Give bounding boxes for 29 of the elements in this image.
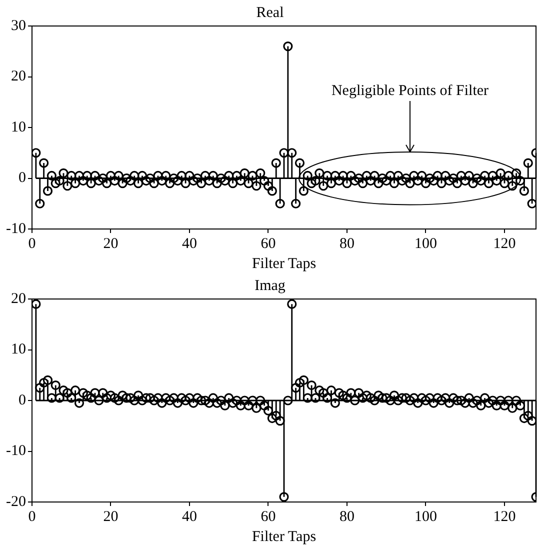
x-tick-label: 120 [493, 236, 516, 252]
x-tick-label: 100 [414, 508, 437, 525]
chart-title: Real [256, 4, 284, 21]
y-tick-label: 10 [10, 342, 26, 358]
x-tick-label: 40 [182, 508, 197, 525]
x-tick-label: 40 [182, 236, 197, 252]
annotation: Negligible Points of Filter [331, 82, 489, 99]
x-tick-label: 80 [340, 508, 354, 525]
x-tick-label: 20 [103, 236, 118, 252]
x-tick-label: 60 [260, 508, 276, 525]
y-tick-label: 10 [10, 119, 26, 136]
y-tick-label: 0 [18, 392, 26, 408]
x-tick-label: 80 [340, 236, 354, 252]
x-tick-label: 120 [493, 508, 516, 525]
x-axis-title: Filter Taps [252, 528, 316, 545]
y-tick-label: -10 [6, 220, 26, 237]
x-tick-label: 0 [28, 236, 36, 252]
x-axis-title: Filter Taps [252, 256, 316, 272]
y-tick-label: -10 [6, 443, 26, 460]
chart-title: Imag [254, 278, 286, 294]
y-tick-label: 20 [10, 68, 26, 85]
y-tick-label: 0 [18, 170, 26, 186]
x-tick-label: 20 [103, 508, 118, 525]
y-tick-label: 30 [10, 18, 26, 34]
x-tick-label: 0 [28, 508, 36, 525]
x-tick-label: 100 [414, 236, 437, 252]
y-tick-label: 20 [10, 290, 26, 307]
y-tick-label: -20 [6, 494, 26, 510]
x-tick-label: 60 [260, 236, 276, 252]
